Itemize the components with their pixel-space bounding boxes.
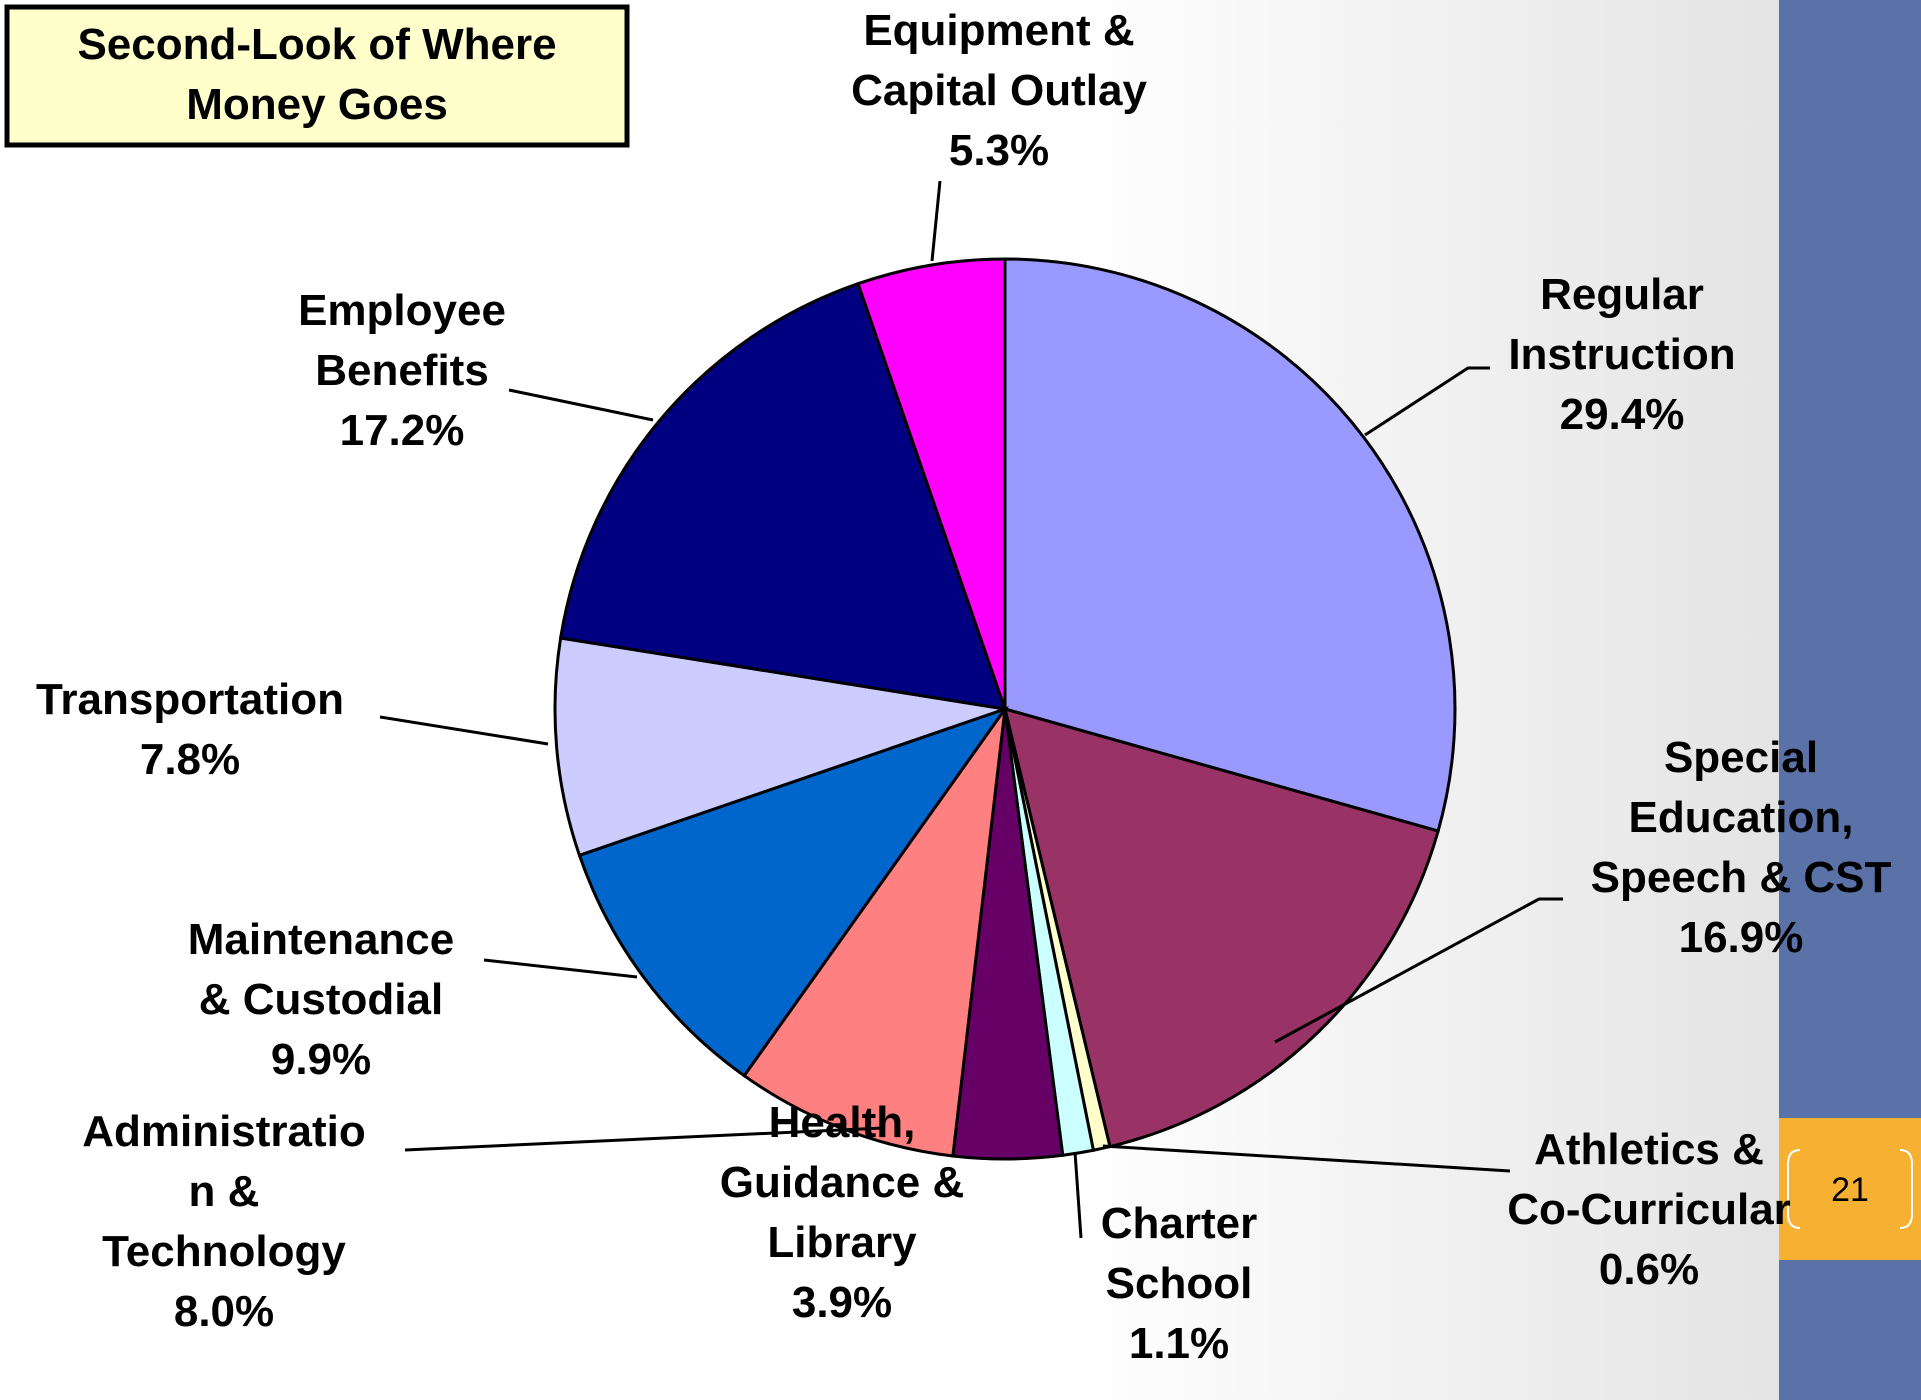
leader-line (1274, 897, 1563, 1044)
slice-value-label: 1.1% (1129, 1319, 1229, 1368)
slice-label: Athletics & Co-Curricular (1507, 1125, 1791, 1234)
slice-label: Employee Benefits (298, 286, 506, 395)
slice-label: Equipment & Capital Outlay (851, 6, 1147, 115)
leader-line (404, 1126, 884, 1152)
slice-label: Special Education, Speech & CST (1591, 733, 1892, 902)
slice-value-label: 29.4% (1560, 390, 1685, 439)
slice-label: Charter School (1101, 1199, 1258, 1308)
slice-value-label: 8.0% (174, 1287, 274, 1336)
leader-line (1364, 366, 1490, 437)
slice-label: Administratio n & Technology (82, 1107, 366, 1276)
slice-value-label: 17.2% (340, 406, 465, 455)
leader-line (1102, 1144, 1511, 1173)
slice-label: Regular Instruction (1508, 270, 1735, 379)
slice-value-label: 9.9% (271, 1035, 371, 1084)
slice-label: Health, Guidance & Library (720, 1098, 965, 1267)
slice-label: Transportation (36, 675, 344, 724)
slice-value-label: 5.3% (949, 126, 1049, 175)
chart-title: Second-Look of Where Money Goes (77, 20, 556, 129)
pie-slice (856, 257, 1007, 710)
slice-value-label: 0.6% (1599, 1245, 1699, 1294)
page-number-box (1779, 1118, 1921, 1260)
leader-line (930, 180, 942, 262)
leader-line (379, 715, 549, 746)
pie-slice (577, 706, 1009, 1078)
pie-slice (1002, 706, 1440, 1149)
slice-value-label: 16.9% (1679, 913, 1804, 962)
leader-line (483, 958, 638, 979)
leader-line (1073, 1151, 1083, 1239)
slice-label: Maintenance & Custodial (188, 915, 455, 1024)
slice-value-label: 7.8% (140, 735, 240, 784)
title-box (4, 4, 630, 148)
slice-value-label: 3.9% (792, 1278, 892, 1327)
pie-slice (1003, 257, 1457, 833)
leader-line (508, 388, 654, 422)
page-number-brackets (1787, 1149, 1913, 1229)
page-number: 21 (1831, 1171, 1869, 1209)
